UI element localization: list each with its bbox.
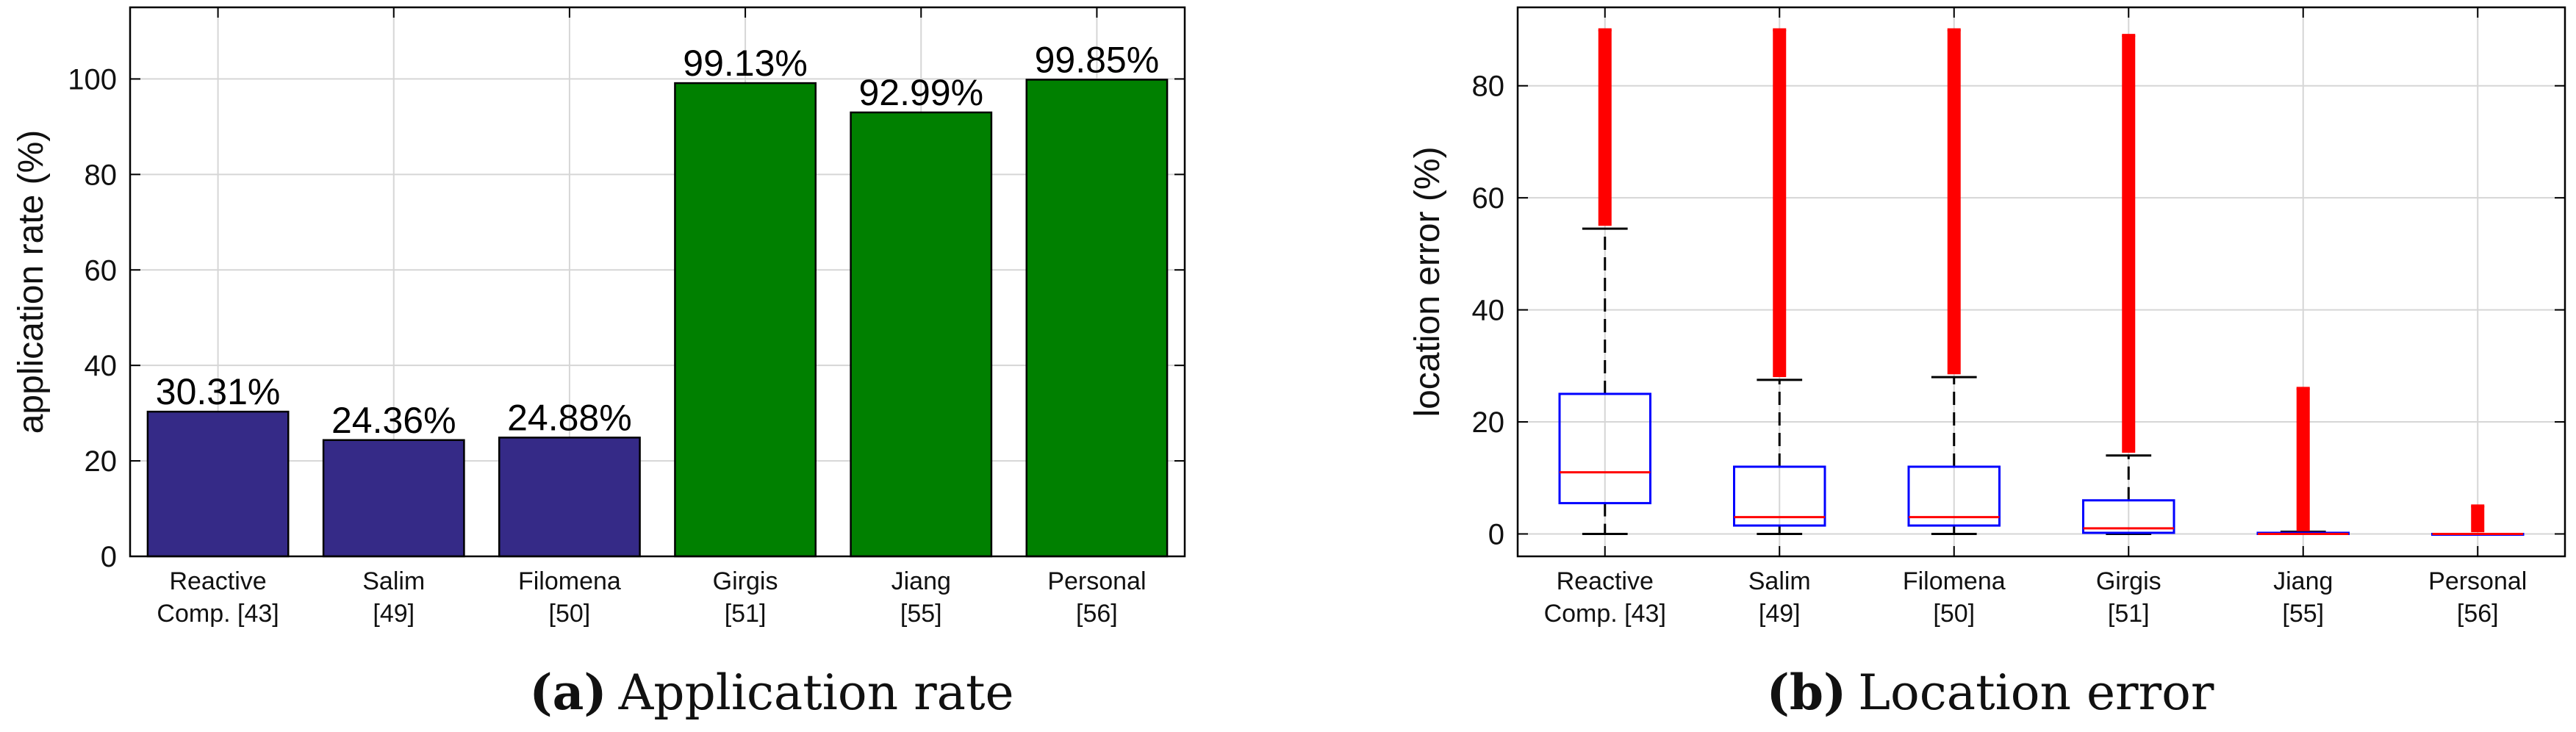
bar-chart-application-rate: 0 20 40 60 80 100 Reactive Comp. [43] Salim [49] F… <box>12 6 1186 628</box>
x-category-label: [55] <box>2282 600 2324 628</box>
y-tick-label: 20 <box>85 445 118 478</box>
outlier-band <box>2471 506 2485 533</box>
y-tick-label: 80 <box>1472 71 1505 103</box>
x-category-label: Jiang <box>891 567 951 595</box>
y-tick-label: 40 <box>1472 295 1505 327</box>
bar-data-label: 99.13% <box>683 43 808 84</box>
bar-data-label: 24.36% <box>331 400 456 441</box>
caption-a-tag: (a) <box>529 664 606 721</box>
bar <box>674 82 817 558</box>
x-category-label: [55] <box>900 600 942 628</box>
y-tick-label: 100 <box>68 63 117 96</box>
x-category-label: [50] <box>1933 600 1975 628</box>
x-category-label: Personal <box>2428 567 2527 595</box>
x-category-label: Girgis <box>713 567 778 595</box>
box-plot-location-error: 0 20 40 60 80 Reactive Comp. [43] Salim [49] Filo… <box>1408 6 2566 628</box>
x-category-label: Personal <box>1047 567 1146 595</box>
x-category-label: Comp. [43] <box>157 600 279 628</box>
bar-data-label: 92.99% <box>858 72 983 113</box>
x-category-label: Comp. [43] <box>1544 600 1666 628</box>
x-category-label: [50] <box>549 600 591 628</box>
caption-a: (a) Application rate <box>529 664 1013 721</box>
outlier-band <box>2296 388 2310 531</box>
x-category-label: [56] <box>2457 600 2499 628</box>
y-tick-label: 0 <box>1488 519 1504 551</box>
x-category-label: [51] <box>2108 600 2150 628</box>
y-tick-label: 40 <box>85 350 118 382</box>
box <box>1733 465 1826 527</box>
box <box>1558 392 1651 505</box>
x-category-label: Filomena <box>1903 567 2006 595</box>
outlier-band <box>1773 29 1787 378</box>
bar <box>1025 79 1169 558</box>
plot-frame <box>1516 6 2566 558</box>
bar-data-label: 24.88% <box>507 397 632 438</box>
outlier-band <box>1947 29 1961 375</box>
x-category-label: [56] <box>1076 600 1118 628</box>
x-category-label: Reactive <box>169 567 266 595</box>
y-tick-label: 0 <box>101 541 117 573</box>
x-category-label: [49] <box>1759 600 1801 628</box>
bar <box>850 111 993 558</box>
y-tick-label: 20 <box>1472 406 1505 439</box>
y-axis-title: application rate (%) <box>12 130 51 434</box>
box <box>2082 499 2175 534</box>
bar-data-label: 30.31% <box>156 371 281 412</box>
y-tick-label: 60 <box>1472 182 1505 215</box>
bar <box>498 437 641 558</box>
x-category-label: Jiang <box>2273 567 2333 595</box>
caption-b-tag: (b) <box>1767 664 1847 721</box>
outlier-band <box>1598 29 1612 226</box>
outlier-band <box>2122 35 2136 453</box>
bar <box>322 439 465 558</box>
x-category-label: [51] <box>725 600 767 628</box>
x-category-label: Salim <box>1748 567 1811 595</box>
x-category-label: Salim <box>362 567 425 595</box>
caption-a-text: Application rate <box>618 664 1014 721</box>
y-tick-label: 60 <box>85 254 118 287</box>
caption-b: (b) Location error <box>1767 664 2214 721</box>
bar-data-label: 99.85% <box>1035 39 1160 80</box>
plot-frame <box>129 6 1186 558</box>
box <box>1907 465 2001 527</box>
y-tick-label: 80 <box>85 159 118 191</box>
y-axis-title: location error (%) <box>1408 146 1447 417</box>
caption-b-text: Location error <box>1858 664 2214 721</box>
x-category-label: [49] <box>373 600 415 628</box>
x-category-label: Reactive <box>1557 567 1654 595</box>
bar <box>146 410 290 558</box>
x-category-label: Girgis <box>2096 567 2161 595</box>
x-category-label: Filomena <box>518 567 621 595</box>
